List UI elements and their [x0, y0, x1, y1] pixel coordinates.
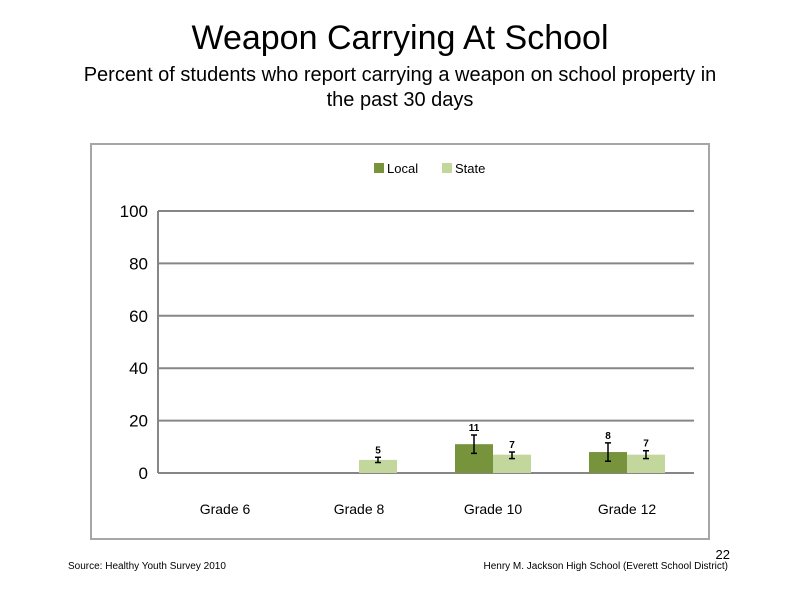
data-label: 11	[469, 423, 480, 434]
x-tick-label: Grade 6	[200, 501, 251, 517]
slide-subtitle: Percent of students who report carrying …	[83, 64, 717, 111]
legend-swatch-local	[374, 163, 384, 173]
page-number: 22	[715, 547, 730, 562]
data-label: 7	[509, 440, 515, 451]
bar-chart: 0 20 40 60 80 100 Grade 6 Grade 8 5 Grade 10 11 7 Gr…	[120, 161, 694, 517]
bar-state	[359, 459, 397, 473]
legend-label-state: State	[455, 161, 485, 176]
x-tick-label: Grade 8	[334, 501, 385, 517]
x-tick-label: Grade 10	[464, 501, 523, 517]
bar-state	[627, 454, 665, 473]
legend-label-local: Local	[387, 161, 418, 176]
y-tick-label: 80	[129, 254, 148, 273]
slide-title: Weapon Carrying At School	[191, 19, 609, 57]
x-tick-label: Grade 12	[598, 501, 657, 517]
data-label: 8	[605, 431, 611, 442]
bar-local	[589, 452, 627, 473]
y-tick-label: 100	[120, 202, 148, 221]
footer-school: Henry M. Jackson High School (Everett Sc…	[483, 561, 728, 572]
chart-frame: 0 20 40 60 80 100 Grade 6 Grade 8 5 Grade 10 11 7 Gr…	[90, 143, 710, 540]
y-tick-label: 20	[129, 412, 148, 431]
bar-state	[493, 454, 531, 473]
data-label: 5	[375, 445, 381, 456]
footer-source: Source: Healthy Youth Survey 2010	[68, 561, 226, 572]
y-tick-label: 60	[129, 307, 148, 326]
data-label: 7	[643, 439, 649, 450]
y-tick-label: 0	[139, 464, 148, 483]
y-tick-label: 40	[129, 359, 148, 378]
legend-swatch-state	[442, 163, 452, 173]
